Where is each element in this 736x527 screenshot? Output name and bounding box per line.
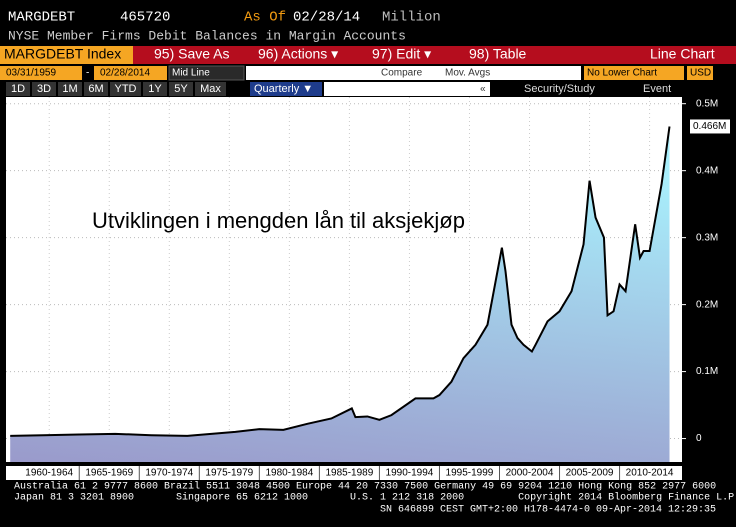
toolbar-button[interactable]: 98) Table [469,46,527,62]
x-tick-label: 1980-1984 [265,468,313,479]
view-label: Line Chart [650,46,715,62]
period-label[interactable]: 6M [88,83,103,95]
end-box[interactable] [94,66,167,80]
mov-avgs[interactable]: Mov. Avgs [445,68,490,79]
y-tick-label: 0 [696,433,702,444]
annotation: Utviklingen i mengden lån til aksjekjøp [92,208,465,233]
security[interactable]: MARGDEBT Index [4,46,121,62]
start-date[interactable]: 03/31/1959 [6,68,56,79]
toolbar [0,46,736,64]
period-button[interactable] [110,82,141,96]
period-button[interactable] [84,82,108,96]
description: NYSE Member Firms Debit Balances in Marg… [8,28,406,43]
toolbar-button[interactable]: 97) Edit ▾ [372,46,431,62]
period-button[interactable] [32,82,56,96]
event[interactable]: Event [643,83,671,95]
style-box[interactable] [168,65,245,81]
end-date[interactable]: 02/28/2014 [100,68,150,79]
frequency[interactable]: Quarterly ▼ [254,83,313,95]
security-box[interactable] [0,46,133,64]
period-label[interactable]: YTD [115,83,137,95]
ticker: MARGDEBT [8,10,75,26]
compare-box[interactable] [246,66,581,80]
footer-line: SN 646899 CEST GMT+2:00 H178-4474-0 09-A… [380,505,716,516]
x-tick-label: 1995-1999 [446,468,494,479]
collapse-box[interactable] [324,82,490,96]
footer-line: Japan 81 3 3201 8900 Singapore 65 6212 1… [14,492,736,504]
period-button[interactable] [6,82,30,96]
period-label[interactable]: 3D [37,83,51,95]
as-of-label: As Of [244,10,286,26]
x-tick-label: 1975-1979 [205,468,253,479]
style[interactable]: Mid Line [172,68,210,79]
y-tick-label: 0.4M [696,165,718,176]
period-buttons: 1D 3D 1M 6M YTD 1Y 5Y Max [6,82,226,96]
period-label[interactable]: Max [200,83,221,95]
footer-line: Australia 61 2 9777 8600 Brazil 5511 304… [14,481,716,493]
lower-box[interactable] [584,66,684,80]
x-axis-strip [6,466,682,480]
toolbar-button[interactable]: 96) Actions ▾ [258,46,338,62]
period-button[interactable] [195,82,226,96]
start-box[interactable] [0,66,82,80]
x-tick-label: 1970-1974 [145,468,193,479]
y-tick-label: 0.1M [696,366,718,377]
period-label[interactable]: 1D [11,83,25,95]
x-tick-label: 2010-2014 [626,468,674,479]
y-tick-label: 0.2M [696,299,718,310]
period-button[interactable] [58,82,82,96]
y-tick-label: 0.3M [696,232,718,243]
currency-box[interactable] [687,66,713,80]
unit: Million [382,10,441,26]
x-tick-label: 1965-1969 [85,468,133,479]
frequency-box[interactable] [250,82,322,96]
area-fill [10,126,670,462]
period-button[interactable] [143,82,167,96]
last-value-box [690,119,730,134]
area-line [10,126,671,437]
period-button[interactable] [169,82,193,96]
as-of-date: 02/28/14 [293,10,360,26]
period-label[interactable]: 1M [62,83,77,95]
period-label[interactable]: 5Y [174,83,188,95]
x-tick-label: 1960-1964 [25,468,73,479]
x-tick-label: 2000-2004 [506,468,554,479]
toolbar-button[interactable]: 95) Save As [154,46,230,62]
x-tick-label: 2005-2009 [566,468,614,479]
compare[interactable]: Compare [381,68,423,79]
dash: - [86,68,89,79]
last-value: 465720 [120,10,170,26]
x-tick-label: 1990-1994 [386,468,434,479]
period-label[interactable]: 1Y [148,83,162,95]
collapse[interactable]: « [480,84,486,95]
x-tick-label: 1985-1989 [325,468,373,479]
lower-chart[interactable]: No Lower Chart [587,68,657,79]
y-tick-label: 0.5M [696,98,718,109]
currency[interactable]: USD [690,68,711,79]
study[interactable]: Security/Study [524,83,595,95]
last-value-label: 0.466M [693,121,726,132]
